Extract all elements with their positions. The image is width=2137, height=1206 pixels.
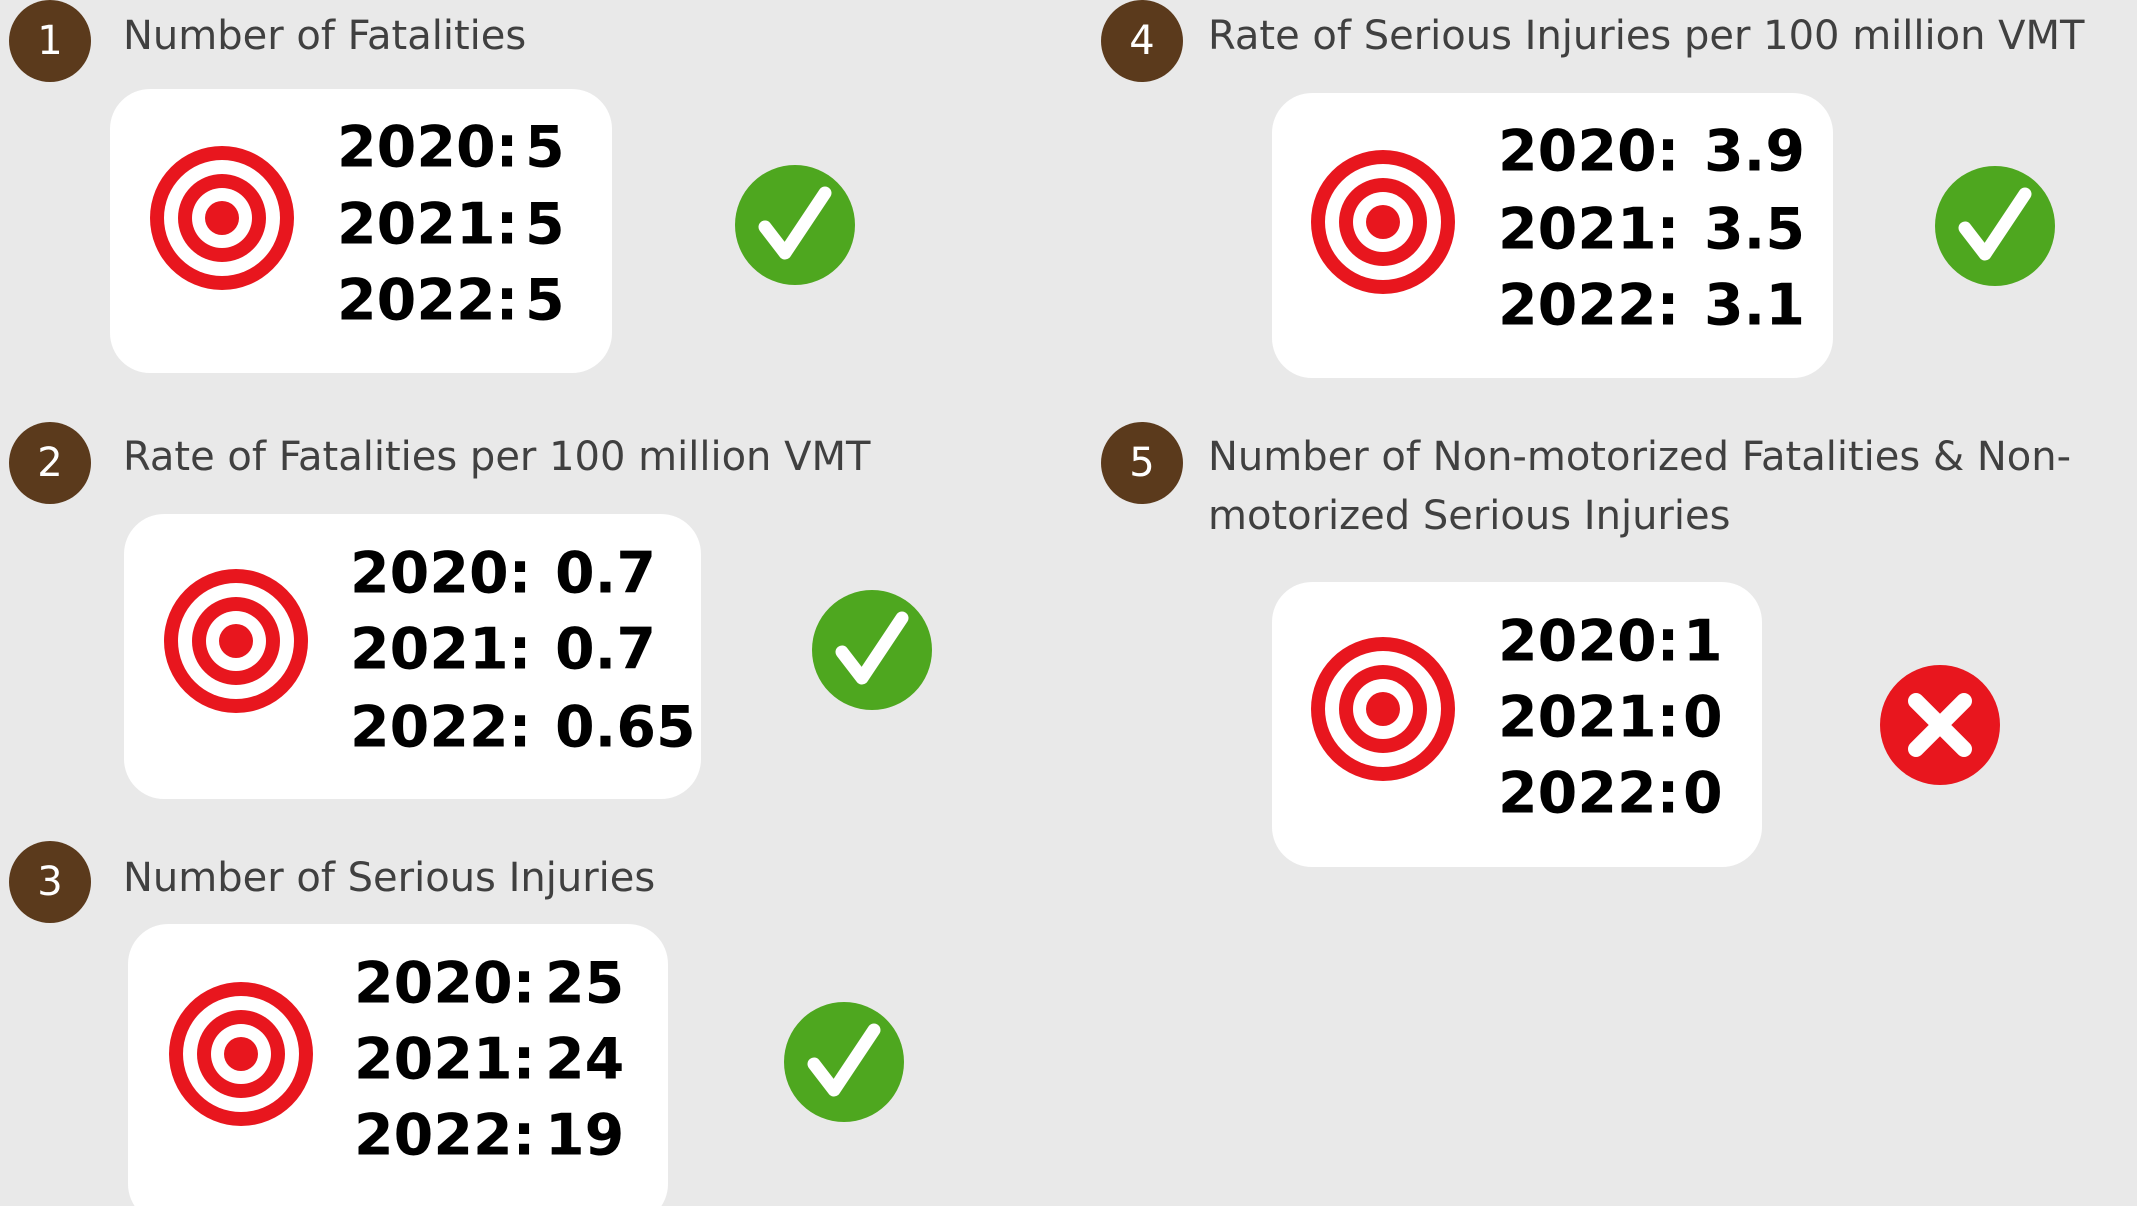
target-value: 24 xyxy=(545,1027,624,1093)
target-value: 5 xyxy=(525,192,565,258)
year-label: 2021: xyxy=(337,192,518,258)
number-badge xyxy=(1101,422,1183,504)
metric-card: 2 Rate of Fatalities per 100 million VMT 2… xyxy=(9,422,871,799)
metric-title: Number of Fatalities xyxy=(123,13,526,59)
metric-title: Rate of Fatalities per 100 million VMT xyxy=(123,434,871,480)
check-icon xyxy=(735,165,855,285)
year-label: 2020: xyxy=(350,541,531,607)
badge-number: 1 xyxy=(37,18,62,64)
target-value: 0.65 xyxy=(555,695,696,761)
target-ring xyxy=(219,624,253,658)
target-ring xyxy=(1366,692,1400,726)
target-value: 25 xyxy=(545,951,624,1017)
year-label: 2020: xyxy=(1498,609,1679,675)
target-value: 0 xyxy=(1683,761,1723,827)
badge-number: 2 xyxy=(37,440,62,486)
metric-title: motorized Serious Injuries xyxy=(1208,493,1730,539)
year-label: 2021: xyxy=(354,1027,535,1093)
number-badge xyxy=(1101,0,1183,82)
metric-title: Number of Serious Injuries xyxy=(123,855,655,901)
target-ring xyxy=(205,201,239,235)
year-label: 2020: xyxy=(354,951,535,1017)
target-value: 5 xyxy=(525,268,565,334)
badge-number: 4 xyxy=(1129,18,1154,64)
target-value: 5 xyxy=(525,115,565,181)
year-label: 2020: xyxy=(337,115,518,181)
target-value: 3.5 xyxy=(1704,197,1805,263)
metric-title: Rate of Serious Injuries per 100 million… xyxy=(1208,13,2085,59)
target-value: 0.7 xyxy=(555,617,656,683)
check-icon xyxy=(1935,166,2055,286)
year-label: 2022: xyxy=(1498,273,1679,339)
year-label: 2022: xyxy=(350,695,531,761)
metric-title: Number of Non-motorized Fatalities & Non… xyxy=(1208,434,2071,480)
target-ring xyxy=(224,1037,258,1071)
metric-card: 4 Rate of Serious Injuries per 100 millio… xyxy=(1101,0,2085,378)
check-icon xyxy=(784,1002,904,1122)
metric-card: 5 Number of Non-motorized Fatalities & No… xyxy=(1101,422,2071,867)
status-icons xyxy=(735,165,2055,1122)
year-label: 2021: xyxy=(1498,685,1679,751)
check-icon xyxy=(812,590,932,710)
year-label: 2022: xyxy=(1498,761,1679,827)
target-value: 0.7 xyxy=(555,541,656,607)
year-label: 2021: xyxy=(1498,197,1679,263)
badge-number: 5 xyxy=(1129,440,1154,486)
number-badge xyxy=(9,0,91,82)
target-ring xyxy=(1366,205,1400,239)
target-value: 1 xyxy=(1683,609,1723,675)
year-label: 2022: xyxy=(337,268,518,334)
target-value: 19 xyxy=(545,1103,624,1169)
year-label: 2021: xyxy=(350,617,531,683)
year-label: 2022: xyxy=(354,1103,535,1169)
number-badge xyxy=(9,841,91,923)
target-value: 3.1 xyxy=(1704,273,1805,339)
cross-icon xyxy=(1880,665,2000,785)
badge-number: 3 xyxy=(37,859,62,905)
target-value: 3.9 xyxy=(1704,119,1805,185)
year-label: 2020: xyxy=(1498,119,1679,185)
number-badge xyxy=(9,422,91,504)
target-value: 0 xyxy=(1683,685,1723,751)
